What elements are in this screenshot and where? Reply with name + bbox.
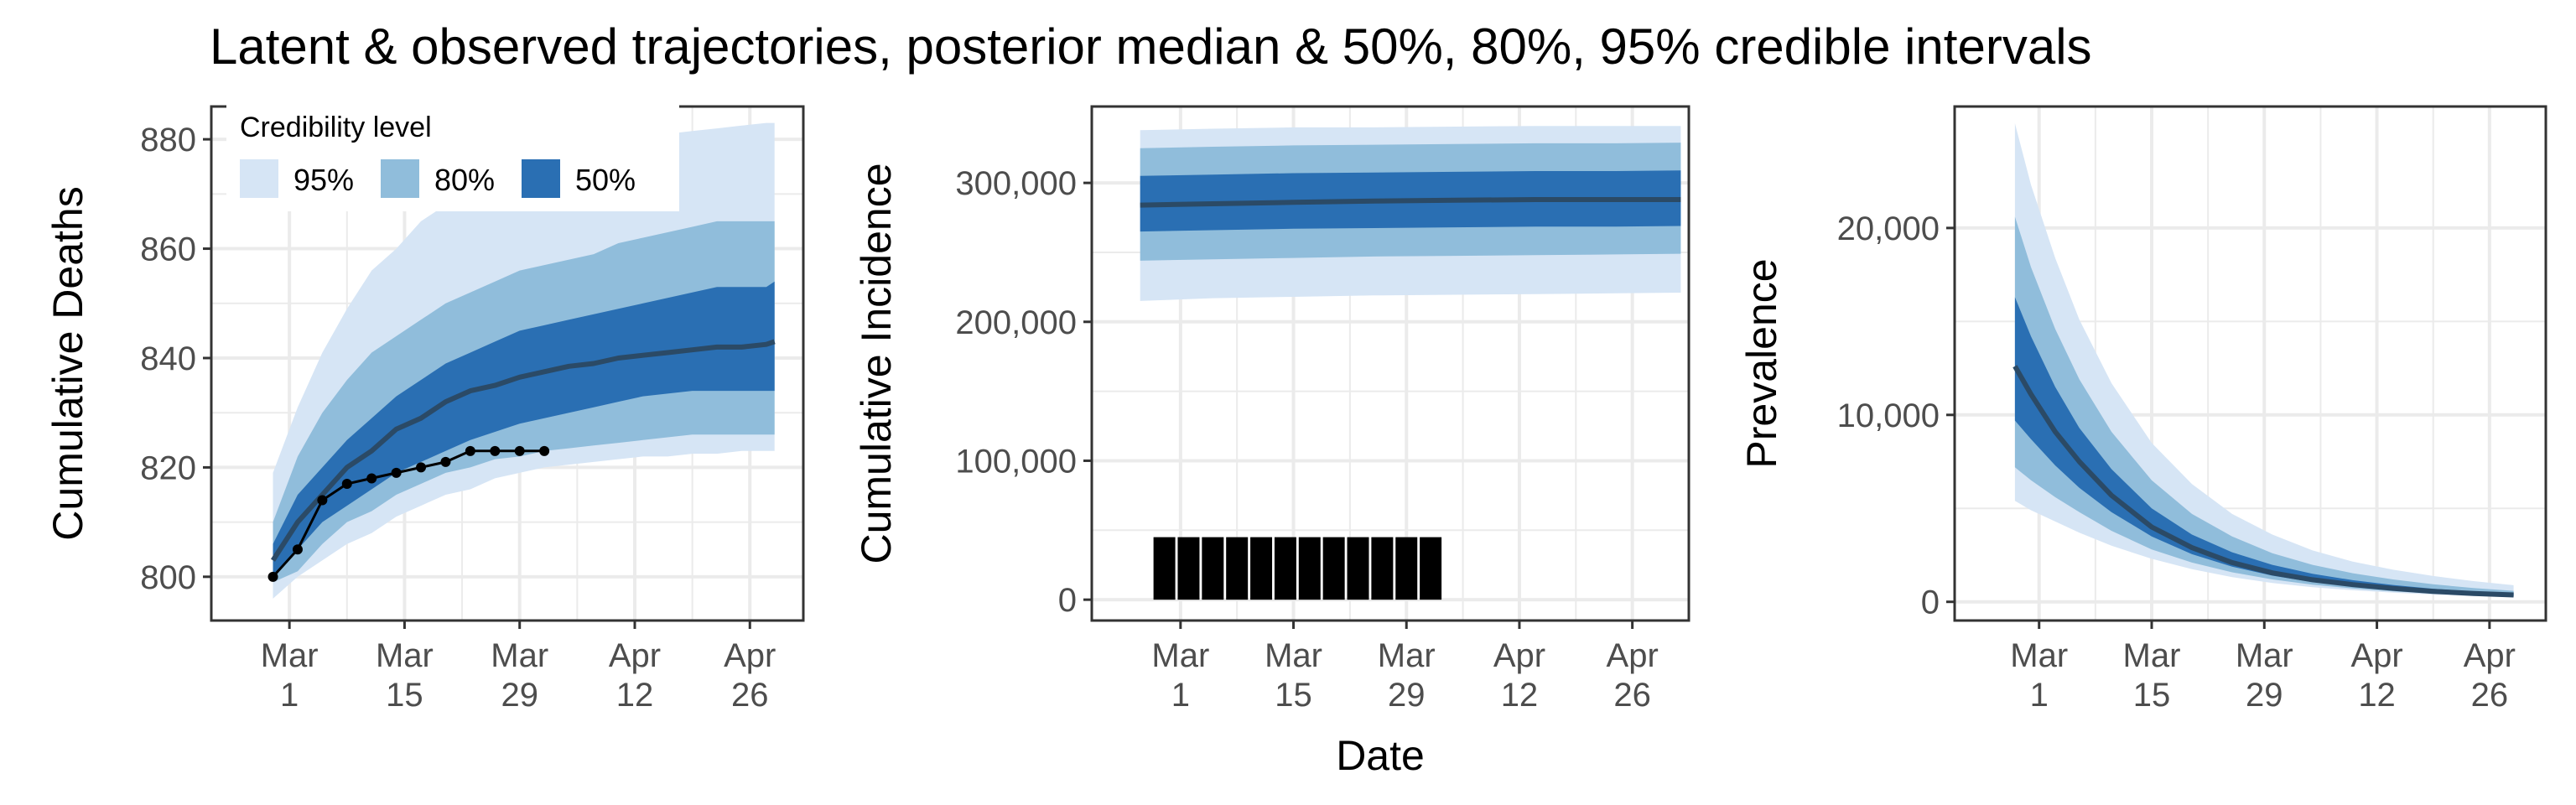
y-tick-label: 20,000 bbox=[1837, 210, 1940, 247]
legend-label-80: 80% bbox=[434, 163, 495, 197]
x-tick-label-month: Mar bbox=[491, 637, 548, 674]
y-tick-label: 880 bbox=[140, 122, 196, 158]
observed-point bbox=[539, 445, 550, 456]
x-tick-label-month: Mar bbox=[1151, 637, 1209, 674]
panel-border bbox=[1953, 105, 2547, 622]
observed-bar bbox=[1153, 537, 1176, 600]
x-tick-label-month: Mar bbox=[261, 637, 319, 674]
x-tick-label-month: Apr bbox=[2350, 637, 2402, 674]
y-tick-label: 860 bbox=[140, 231, 196, 268]
panel-prevalence: 010,00020,000Mar1Mar15Mar29Apr12Apr26Pre… bbox=[1738, 105, 2547, 714]
observed-bar bbox=[1420, 537, 1442, 600]
legend-label-50: 50% bbox=[575, 163, 636, 197]
x-tick-label-day: 29 bbox=[1388, 677, 1426, 714]
x-axis-label: Date bbox=[1336, 732, 1425, 779]
x-tick-label-day: 12 bbox=[616, 677, 654, 714]
figure-title: Latent & observed trajectories, posterio… bbox=[210, 18, 2092, 75]
observed-bar bbox=[1298, 537, 1321, 600]
legend: Credibility level 95% 80% 50% bbox=[226, 101, 679, 211]
y-tick-label: 0 bbox=[1058, 582, 1077, 619]
observed-point bbox=[292, 544, 303, 555]
x-tick-label-day: 26 bbox=[1613, 677, 1651, 714]
x-tick-label-month: Mar bbox=[2123, 637, 2181, 674]
observed-point bbox=[341, 478, 352, 489]
x-tick-label-day: 26 bbox=[731, 677, 769, 714]
median-line bbox=[1140, 197, 1681, 208]
legend-background bbox=[226, 101, 679, 211]
observed-bar bbox=[1226, 537, 1249, 600]
observed-point bbox=[490, 445, 501, 456]
observed-point bbox=[317, 495, 328, 506]
panel-border bbox=[1090, 105, 1690, 622]
y-tick-label: 200,000 bbox=[955, 304, 1077, 341]
y-tick-label: 840 bbox=[140, 340, 196, 377]
y-tick-label: 100,000 bbox=[955, 443, 1077, 480]
observed-point bbox=[465, 445, 475, 456]
observed-bar bbox=[1250, 537, 1273, 600]
observed-bar bbox=[1322, 537, 1345, 600]
x-tick-label-day: 15 bbox=[2133, 677, 2171, 714]
x-tick-label-day: 1 bbox=[280, 677, 299, 714]
x-tick-label-day: 29 bbox=[501, 677, 538, 714]
observed-bar bbox=[1371, 537, 1394, 600]
y-axis-label: Prevalence bbox=[1738, 258, 1785, 468]
y-tick-label: 820 bbox=[140, 449, 196, 486]
observed-point bbox=[440, 456, 451, 467]
x-tick-label-month: Mar bbox=[1378, 637, 1436, 674]
y-axis-label: Cumulative Incidence bbox=[853, 163, 900, 564]
legend-swatch-50 bbox=[522, 159, 560, 198]
x-tick-label-day: 15 bbox=[386, 677, 423, 714]
observed-point bbox=[391, 467, 402, 478]
observed-point bbox=[267, 571, 278, 582]
y-tick-label: 10,000 bbox=[1837, 397, 1940, 434]
x-tick-label-month: Mar bbox=[1265, 637, 1322, 674]
observed-bar bbox=[1395, 537, 1418, 600]
x-tick-label-day: 12 bbox=[2358, 677, 2396, 714]
legend-label-95: 95% bbox=[293, 163, 354, 197]
observed-point bbox=[366, 473, 377, 484]
median-line bbox=[2012, 365, 2514, 598]
x-tick-label-day: 29 bbox=[2246, 677, 2283, 714]
y-tick-label: 300,000 bbox=[955, 165, 1077, 202]
observed-bar bbox=[1177, 537, 1200, 600]
x-tick-label-month: Apr bbox=[1607, 637, 1659, 674]
y-tick-label: 800 bbox=[140, 559, 196, 596]
x-tick-label-month: Apr bbox=[724, 637, 776, 674]
y-tick-label: 0 bbox=[1921, 584, 1940, 621]
observed-point bbox=[514, 445, 525, 456]
x-tick-label-day: 12 bbox=[1501, 677, 1539, 714]
x-tick-label-month: Mar bbox=[2236, 637, 2293, 674]
observed-bar bbox=[1347, 537, 1369, 600]
legend-swatch-80 bbox=[381, 159, 419, 198]
x-tick-label-month: Apr bbox=[609, 637, 661, 674]
x-tick-label-month: Mar bbox=[376, 637, 434, 674]
x-tick-label-month: Apr bbox=[2464, 637, 2516, 674]
y-axis-label: Cumulative Deaths bbox=[44, 186, 91, 540]
observed-point bbox=[416, 462, 427, 473]
x-tick-label-month: Apr bbox=[1493, 637, 1545, 674]
x-tick-label-day: 26 bbox=[2471, 677, 2509, 714]
panel-incidence: 0100,000200,000300,000Mar1Mar15Mar29Apr1… bbox=[853, 105, 1690, 714]
legend-title: Credibility level bbox=[240, 112, 432, 143]
observed-bar bbox=[1202, 537, 1224, 600]
legend-swatch-95 bbox=[240, 159, 278, 198]
x-tick-label-day: 1 bbox=[2030, 677, 2049, 714]
x-tick-label-day: 15 bbox=[1275, 677, 1312, 714]
band-50 bbox=[2014, 297, 2514, 596]
x-tick-label-month: Mar bbox=[2010, 637, 2068, 674]
observed-bar bbox=[1274, 537, 1296, 600]
median-line bbox=[270, 339, 776, 562]
x-tick-label-day: 1 bbox=[1171, 677, 1190, 714]
